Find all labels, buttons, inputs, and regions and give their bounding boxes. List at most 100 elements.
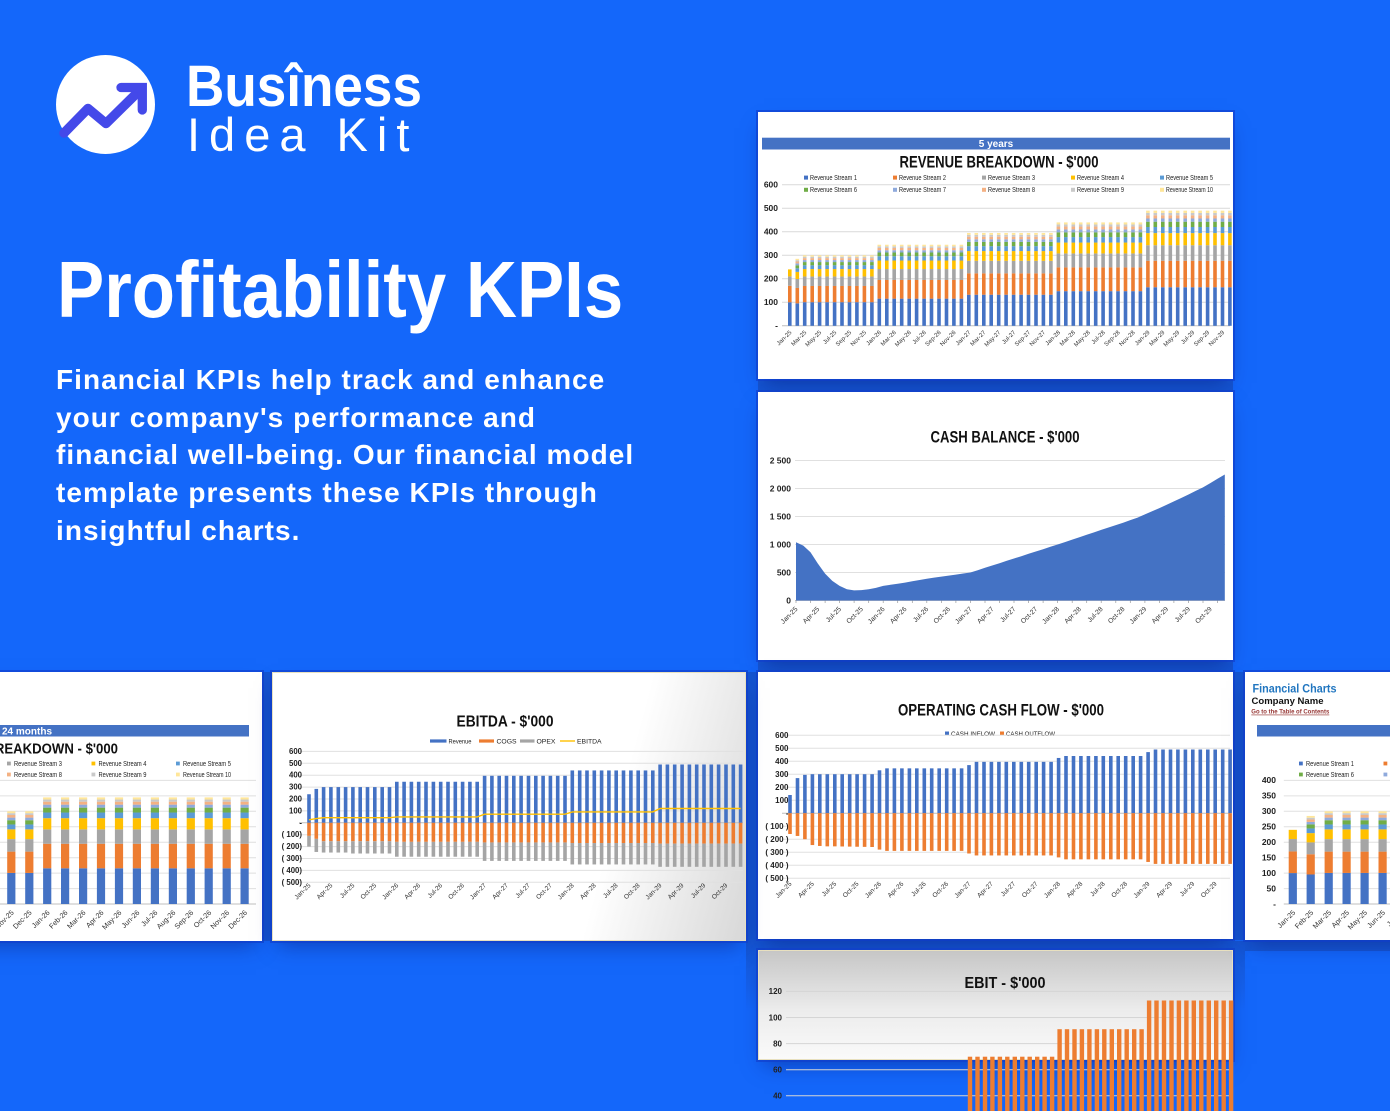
svg-text:May-28: May-28 xyxy=(1073,330,1092,349)
svg-text:Jan-26: Jan-26 xyxy=(864,880,883,899)
svg-text:Revenue Stream 1: Revenue Stream 1 xyxy=(1306,759,1354,768)
svg-text:Jan-26: Jan-26 xyxy=(381,882,400,901)
svg-text:( 100 ): ( 100 ) xyxy=(765,822,788,831)
svg-text:120: 120 xyxy=(769,987,783,996)
svg-text:500: 500 xyxy=(289,759,303,768)
svg-text:EBIT - $'000: EBIT - $'000 xyxy=(965,975,1046,992)
svg-text:Oct-28: Oct-28 xyxy=(1110,880,1129,899)
svg-text:Jan-27: Jan-27 xyxy=(469,882,488,901)
svg-text:400: 400 xyxy=(1262,775,1276,785)
svg-text:Nov-26: Nov-26 xyxy=(208,908,231,931)
svg-text:Jul-27: Jul-27 xyxy=(999,606,1017,624)
svg-text:Revenue Stream 1: Revenue Stream 1 xyxy=(810,175,857,182)
svg-text:Revenue Stream 8: Revenue Stream 8 xyxy=(14,770,62,779)
svg-text:Jan-28: Jan-28 xyxy=(1041,606,1061,626)
svg-text:100: 100 xyxy=(769,1013,783,1022)
svg-text:May-26: May-26 xyxy=(894,330,913,349)
svg-text:Jan-29: Jan-29 xyxy=(1133,880,1152,899)
svg-text:500: 500 xyxy=(764,203,778,213)
svg-text:Apr-27: Apr-27 xyxy=(976,880,995,899)
svg-text:CASH OUTFLOW: CASH OUTFLOW xyxy=(1006,731,1056,738)
svg-text:350: 350 xyxy=(1262,791,1276,801)
svg-text:250: 250 xyxy=(1262,822,1276,832)
svg-text:50: 50 xyxy=(1267,883,1277,893)
svg-text:200: 200 xyxy=(764,274,778,284)
svg-text:Jul-29: Jul-29 xyxy=(1174,606,1192,624)
svg-text:Apr-26: Apr-26 xyxy=(887,880,906,899)
svg-text:300: 300 xyxy=(764,250,778,260)
svg-text:300: 300 xyxy=(289,783,303,792)
svg-text:1 000: 1 000 xyxy=(770,539,792,549)
svg-text:Apr-28: Apr-28 xyxy=(579,882,598,901)
svg-text:100: 100 xyxy=(775,796,789,805)
svg-text:Apr-25: Apr-25 xyxy=(802,606,822,626)
svg-text:Apr-29: Apr-29 xyxy=(1151,606,1171,626)
svg-text:May-26: May-26 xyxy=(100,908,123,931)
svg-text:May-27: May-27 xyxy=(984,330,1003,349)
svg-text:Jul-26: Jul-26 xyxy=(427,882,445,900)
svg-text:Oct-27: Oct-27 xyxy=(535,882,554,901)
svg-text:( 200 ): ( 200 ) xyxy=(765,835,788,844)
svg-text:Oct-27: Oct-27 xyxy=(1021,880,1040,899)
svg-text:Apr-27: Apr-27 xyxy=(491,882,510,901)
svg-text:300: 300 xyxy=(1262,806,1276,816)
svg-text:2 500: 2 500 xyxy=(770,455,792,465)
svg-text:2 000: 2 000 xyxy=(770,483,792,493)
svg-text:Jan-29: Jan-29 xyxy=(645,882,664,901)
svg-text:1 500: 1 500 xyxy=(770,511,792,521)
svg-text:Revenue Stream 8: Revenue Stream 8 xyxy=(988,187,1035,194)
svg-text:100: 100 xyxy=(764,297,778,307)
svg-text:80: 80 xyxy=(773,1039,782,1048)
svg-text:Company Name: Company Name xyxy=(1252,696,1324,707)
svg-text:( 300 ): ( 300 ) xyxy=(765,848,788,857)
svg-text:( 300): ( 300) xyxy=(282,854,303,863)
svg-text:-: - xyxy=(1273,899,1276,909)
svg-text:Oct-28: Oct-28 xyxy=(1107,606,1127,626)
svg-text:Oct-29: Oct-29 xyxy=(1194,606,1214,626)
svg-text:Apr-27: Apr-27 xyxy=(976,606,996,626)
svg-text:-: - xyxy=(299,818,302,827)
svg-text:Revenue Stream 7: Revenue Stream 7 xyxy=(899,187,946,194)
svg-text:Jan-27: Jan-27 xyxy=(953,880,972,899)
svg-text:Oct-26: Oct-26 xyxy=(447,882,466,901)
svg-text:Jul-27: Jul-27 xyxy=(1000,880,1018,898)
svg-text:Mar-25: Mar-25 xyxy=(1311,908,1333,930)
svg-text:May-29: May-29 xyxy=(1163,330,1182,349)
svg-text:Sep-26: Sep-26 xyxy=(172,908,195,931)
svg-text:EBITDA: EBITDA xyxy=(577,738,602,745)
svg-text:40: 40 xyxy=(773,1092,782,1101)
svg-text:REVENUE BREAKDOWN - $'000: REVENUE BREAKDOWN - $'000 xyxy=(0,741,118,757)
svg-text:Mar-26: Mar-26 xyxy=(65,908,87,930)
svg-text:Revenue Stream 2: Revenue Stream 2 xyxy=(899,175,946,182)
svg-text:Revenue Stream 3: Revenue Stream 3 xyxy=(988,175,1035,182)
svg-text:Jul-29: Jul-29 xyxy=(690,882,708,900)
svg-text:Jul-25: Jul-25 xyxy=(339,882,357,900)
svg-text:Jul-27: Jul-27 xyxy=(514,882,532,900)
svg-text:CASH BALANCE - $'000: CASH BALANCE - $'000 xyxy=(931,428,1080,446)
svg-text:( 500): ( 500) xyxy=(282,878,303,887)
svg-text:5 years: 5 years xyxy=(979,139,1014,150)
svg-text:Apr-25: Apr-25 xyxy=(316,882,335,901)
svg-text:CASH INFLOW: CASH INFLOW xyxy=(951,731,996,738)
svg-text:Jan-28: Jan-28 xyxy=(557,882,576,901)
svg-text:Dec-26: Dec-26 xyxy=(226,908,249,931)
svg-text:500: 500 xyxy=(775,744,789,753)
svg-text:EBITDA - $'000: EBITDA - $'000 xyxy=(457,714,554,731)
svg-text:Jan-29: Jan-29 xyxy=(1129,606,1149,626)
svg-text:Jun-25: Jun-25 xyxy=(1365,908,1387,930)
svg-text:400: 400 xyxy=(289,771,303,780)
svg-text:( 500 ): ( 500 ) xyxy=(765,874,788,883)
svg-text:Revenue Stream 6: Revenue Stream 6 xyxy=(810,187,857,194)
svg-text:Revenue Stream 6: Revenue Stream 6 xyxy=(1306,770,1354,779)
svg-text:100: 100 xyxy=(289,806,303,815)
svg-text:OPEX: OPEX xyxy=(537,738,556,745)
svg-text:200: 200 xyxy=(1262,837,1276,847)
svg-text:May-25: May-25 xyxy=(1346,908,1369,931)
svg-text:Revenue Stream 3: Revenue Stream 3 xyxy=(14,759,62,768)
svg-text:Nov-25: Nov-25 xyxy=(850,330,868,348)
svg-text:Oct-25: Oct-25 xyxy=(845,606,865,626)
svg-text:Jul-26: Jul-26 xyxy=(910,880,928,898)
svg-text:Jul-25: Jul-25 xyxy=(825,606,843,624)
svg-text:( 200): ( 200) xyxy=(282,842,303,851)
svg-text:Oct-29: Oct-29 xyxy=(711,882,730,901)
